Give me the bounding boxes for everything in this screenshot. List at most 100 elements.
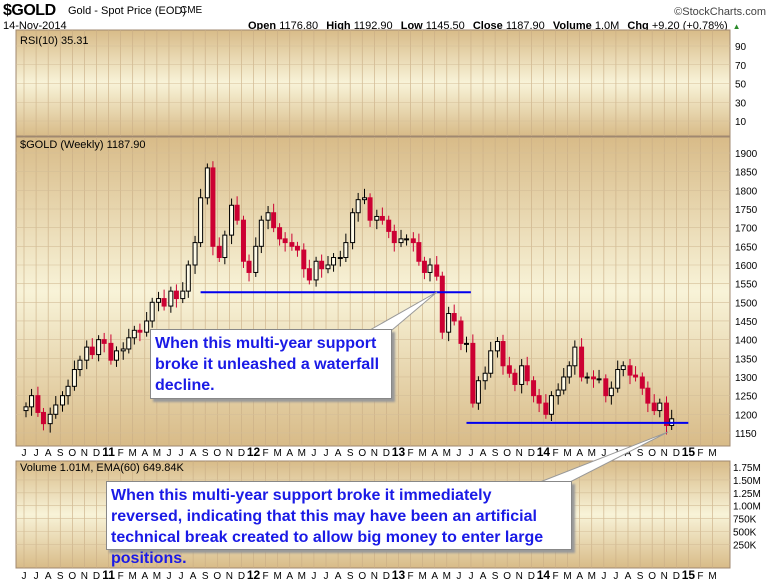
candle-body <box>229 204 235 236</box>
candle-body <box>410 238 416 244</box>
candle-body <box>47 413 53 425</box>
x-tick-label: 15 <box>682 568 696 582</box>
candle-body <box>446 313 452 333</box>
price-tick-label: 1400 <box>735 336 758 347</box>
volume-label: Volume <box>552 20 592 32</box>
ohlc-summary: Open 1176.80 High 1192.90 Low 1145.50 Cl… <box>248 20 746 32</box>
x-tick-label: M <box>153 571 161 582</box>
candle-body <box>234 204 240 221</box>
candle-body <box>531 380 537 397</box>
x-tick-label: N <box>516 571 523 582</box>
x-tick-label: A <box>45 448 52 459</box>
candle-body <box>282 238 288 244</box>
candle-body <box>536 395 542 404</box>
x-tick-label: D <box>93 571 100 582</box>
low-label: Low <box>400 20 423 32</box>
x-tick-label: A <box>335 571 342 582</box>
candle-body <box>198 197 204 244</box>
x-tick-label: F <box>408 571 414 582</box>
candle-body <box>519 365 525 385</box>
volume-tick-label: 500K <box>733 528 757 539</box>
open-label: Open <box>248 20 277 32</box>
rsi-tick-label: 10 <box>735 117 747 128</box>
close-label: Close <box>472 20 503 32</box>
x-tick-label: O <box>503 448 511 459</box>
volume-tick-label: 1.75M <box>733 463 761 474</box>
x-tick-label: F <box>118 571 124 582</box>
candle-body <box>603 378 609 397</box>
candle-body <box>548 395 554 415</box>
x-tick-label: 11 <box>102 445 115 459</box>
x-tick-label: M <box>563 571 571 582</box>
candle-body <box>494 341 500 352</box>
candle-body <box>120 348 126 352</box>
x-tick-label: 13 <box>392 568 406 582</box>
candle-body <box>398 238 404 244</box>
x-tick-label: D <box>93 448 100 459</box>
x-tick-label: A <box>576 571 583 582</box>
x-tick-label: A <box>190 448 197 459</box>
x-tick-label: S <box>57 448 64 459</box>
x-tick-label: A <box>431 448 438 459</box>
candle-body <box>96 339 102 356</box>
candle-body <box>343 242 349 259</box>
candle-body <box>458 320 464 344</box>
callout-waterfall: When this multi-year support broke it un… <box>150 329 392 399</box>
candle-body <box>337 257 343 260</box>
x-tick-label: S <box>347 448 354 459</box>
x-tick-label: A <box>141 448 148 459</box>
x-tick-label: J <box>166 448 171 459</box>
x-tick-label: J <box>468 448 473 459</box>
watermark: ©StockCharts.com <box>674 6 766 18</box>
volume-tick-label: 1.50M <box>733 476 761 487</box>
candle-body <box>240 219 246 262</box>
x-tick-label: O <box>213 571 221 582</box>
candle-body <box>325 264 331 270</box>
x-tick-label: O <box>503 571 511 582</box>
price-tick-label: 1600 <box>735 261 758 272</box>
x-tick-label: J <box>324 571 329 582</box>
price-tick-label: 1750 <box>735 205 758 216</box>
candle-body <box>657 402 663 412</box>
x-tick-label: N <box>661 448 668 459</box>
x-tick-label: A <box>625 448 632 459</box>
volume-legend: Volume 1.01M, EMA(60) 649.84K <box>20 462 185 474</box>
instrument-name: Gold - Spot Price (EOD) <box>68 5 186 17</box>
candle-body <box>60 395 66 406</box>
x-tick-label: M <box>129 448 137 459</box>
candle-body <box>367 197 373 221</box>
x-tick-label: F <box>263 448 269 459</box>
candle-body <box>113 350 119 361</box>
volume-tick-label: 1.25M <box>733 489 761 500</box>
price-tick-label: 1500 <box>735 298 758 309</box>
candle-body <box>350 212 356 244</box>
x-tick-label: M <box>418 571 426 582</box>
x-tick-label: F <box>697 571 703 582</box>
x-tick-label: J <box>34 448 39 459</box>
low-value: 1145.50 <box>425 20 465 32</box>
candle-body <box>651 402 657 412</box>
candle-body <box>77 359 83 371</box>
candle-body <box>253 245 259 273</box>
x-tick-label: S <box>492 571 499 582</box>
x-tick-label: S <box>57 571 64 582</box>
x-tick-label: J <box>22 448 27 459</box>
x-tick-label: F <box>263 571 269 582</box>
candle-body <box>137 329 143 333</box>
candle-body <box>482 372 488 382</box>
candle-body <box>391 230 397 244</box>
rsi-tick-label: 30 <box>735 98 747 109</box>
candle-body <box>331 257 337 266</box>
price-tick-label: 1450 <box>735 317 758 328</box>
candle-body <box>265 212 271 221</box>
volume-value: 1.0M <box>594 20 620 32</box>
candle-body <box>590 376 596 380</box>
x-tick-label: D <box>238 448 245 459</box>
x-tick-label: M <box>588 571 596 582</box>
candle-body <box>173 290 179 300</box>
rsi-tick-label: 90 <box>735 42 747 53</box>
x-tick-label: D <box>528 571 535 582</box>
candle-body <box>126 337 132 350</box>
x-tick-label: N <box>371 571 378 582</box>
high-label: High <box>326 20 351 32</box>
